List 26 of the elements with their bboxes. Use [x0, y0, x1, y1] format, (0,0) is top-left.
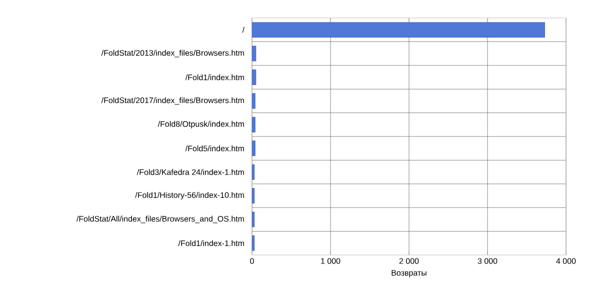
- y-tick-label: /FoldStat/2017/index_files/Browsers.htm: [101, 97, 244, 105]
- x-tick-label: 3 000: [478, 258, 498, 264]
- bar: [252, 212, 255, 228]
- y-tick-label: /Fold8/Otpusk/index.htm: [158, 120, 244, 128]
- x-tick-label: 1 000: [321, 258, 340, 264]
- y-tick-label: /Fold1/index.htm: [185, 74, 244, 80]
- bar: [252, 93, 256, 109]
- bar: [252, 70, 256, 85]
- y-tick-label: /Fold1/index-1.htm: [178, 240, 244, 246]
- bar: [252, 164, 255, 180]
- x-tick-label: 2 000: [399, 258, 419, 264]
- bar: [252, 22, 546, 38]
- bar: [252, 140, 256, 156]
- y-tick-label: /Fold5/index.htm: [185, 145, 244, 152]
- bar: [252, 188, 255, 204]
- x-tick-label: 4 000: [556, 258, 576, 264]
- x-tick-label: 0: [250, 258, 254, 264]
- y-tick-label: /: [242, 26, 245, 33]
- bar: [252, 116, 256, 132]
- y-tick-label: /FoldStat/2013/index_files/Browsers.htm: [101, 50, 244, 58]
- y-tick-label: /Fold3/Kafedra 24/index-1.htm: [136, 169, 244, 175]
- y-tick-label: /Fold1/History-56/index-10.htm: [135, 192, 244, 200]
- bar: [252, 235, 255, 251]
- x-axis-title: Возвраты: [392, 270, 426, 278]
- bar: [252, 46, 256, 62]
- y-tick-label: /FoldStat/All/index_files/Browsers_and_OS.htm: [76, 216, 244, 224]
